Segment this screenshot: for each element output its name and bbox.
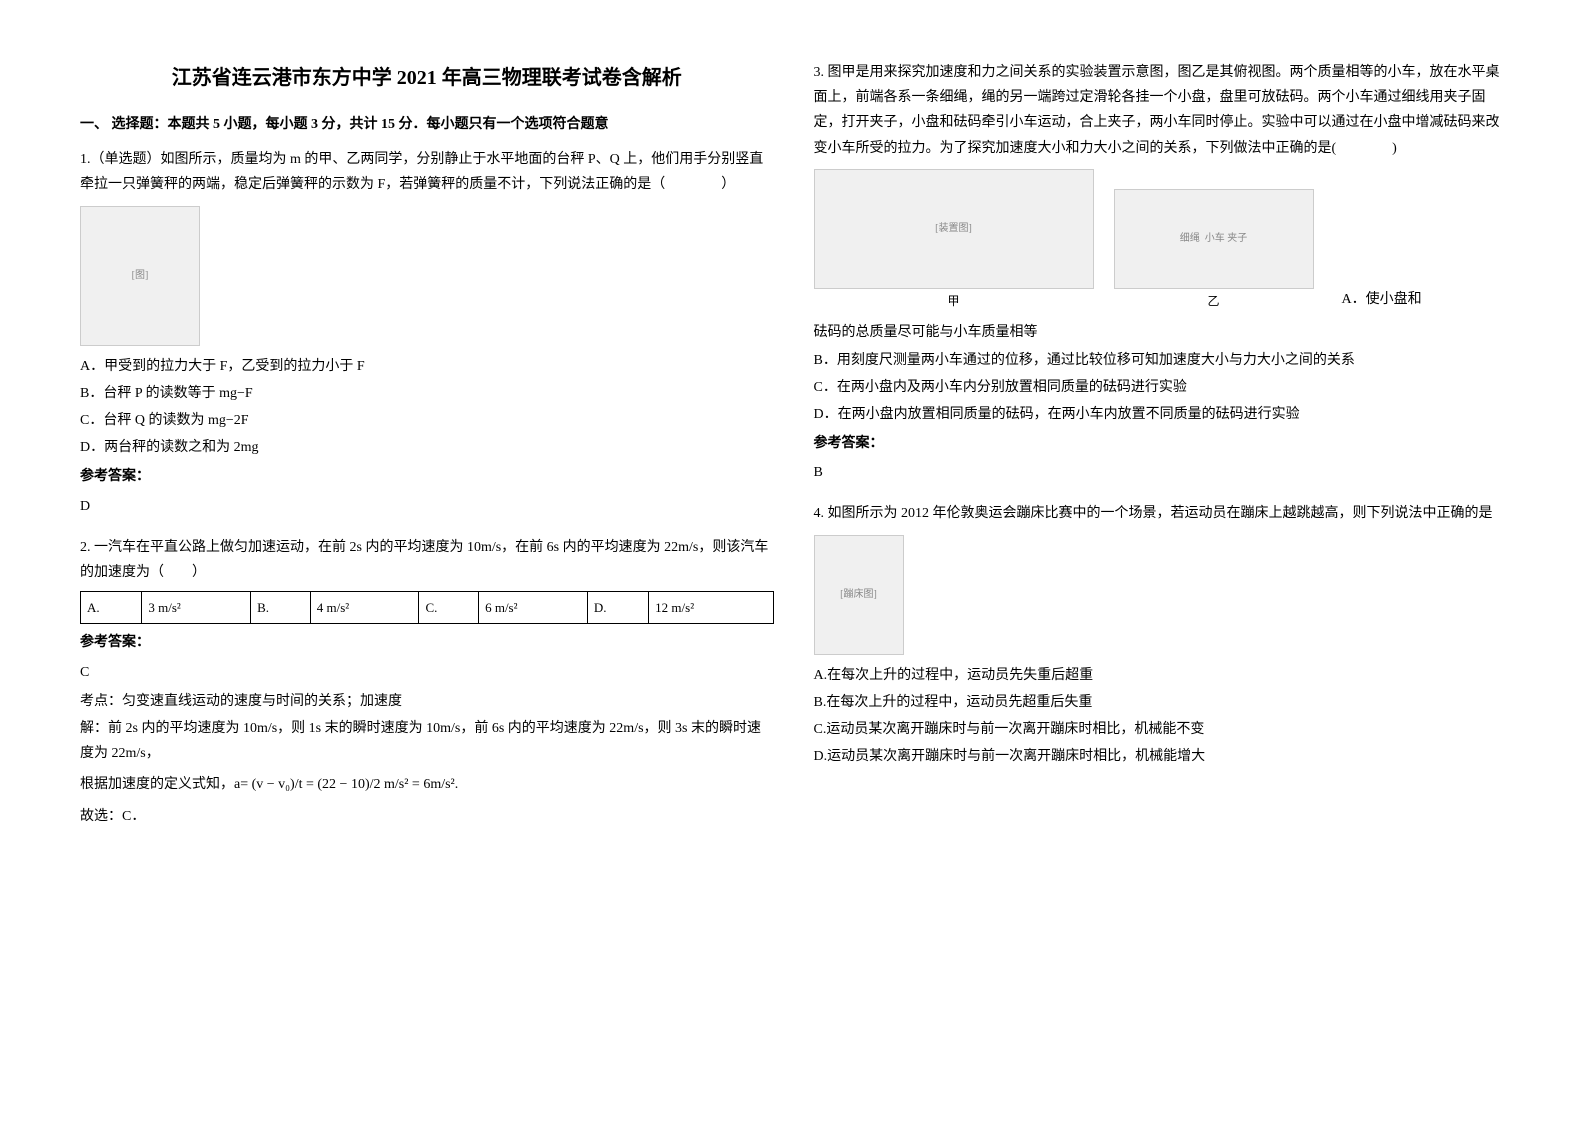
table-row: A. 3 m/s² B. 4 m/s² C. 6 m/s² D. 12 m/s² [81, 592, 774, 624]
left-column: 江苏省连云港市东方中学 2021 年高三物理联考试卷含解析 一、 选择题：本题共… [80, 60, 774, 1062]
q3-fig1-wrap: [装置图] 甲 [814, 169, 1094, 313]
question-1: 1.（单选题）如图所示，质量均为 m 的甲、乙两同学，分别静止于水平地面的台秤 … [80, 147, 774, 523]
q4-option-d: D.运动员某次离开蹦床时与前一次离开蹦床时相比，机械能增大 [814, 744, 1508, 769]
q3-fig-text1: 细绳 [1180, 230, 1200, 248]
q2-formula-prefix: 根据加速度的定义式知，a= [80, 777, 248, 792]
q4-figure: [蹦床图] [814, 535, 904, 655]
right-column: 3. 图甲是用来探究加速度和力之间关系的实验装置示意图，图乙是其俯视图。两个质量… [814, 60, 1508, 1062]
q4-text: 4. 如图所示为 2012 年伦敦奥运会蹦床比赛中的一个场景，若运动员在蹦床上越… [814, 501, 1508, 526]
q2-formula: (v − v₀)/t = (22 − 10)/2 m/s² = 6m/s² [252, 777, 455, 792]
q3-option-a-part1: A．使小盘和 [1342, 287, 1422, 312]
table-cell: 12 m/s² [649, 592, 773, 624]
q4-option-b: B.在每次上升的过程中，运动员先超重后失重 [814, 690, 1508, 715]
table-cell: A. [81, 592, 142, 624]
q2-analysis-3: 故选：C． [80, 804, 774, 829]
q2-formula-line: 根据加速度的定义式知，a= (v − v₀)/t = (22 − 10)/2 m… [80, 772, 774, 797]
q1-figure: [图] [80, 206, 200, 346]
q2-text: 2. 一汽车在平直公路上做匀加速运动，在前 2s 内的平均速度为 10m/s，在… [80, 535, 774, 585]
table-cell: 6 m/s² [479, 592, 588, 624]
q3-fig-label-1: 甲 [814, 291, 1094, 313]
table-cell: D. [587, 592, 648, 624]
question-2: 2. 一汽车在平直公路上做匀加速运动，在前 2s 内的平均速度为 10m/s，在… [80, 535, 774, 831]
section-header: 一、 选择题：本题共 5 小题，每小题 3 分，共计 15 分．每小题只有一个选… [80, 112, 774, 137]
q3-option-d: D．在两小盘内放置相同质量的砝码，在两小车内放置不同质量的砝码进行实验 [814, 402, 1508, 427]
q3-option-b: B．用刻度尺测量两小车通过的位移，通过比较位移可知加速度大小与力大小之间的关系 [814, 348, 1508, 373]
q3-answer-label: 参考答案： [814, 431, 1508, 456]
q3-fig-label-2: 乙 [1114, 291, 1314, 313]
q2-analysis-label: 考点：匀变速直线运动的速度与时间的关系；加速度 [80, 689, 774, 714]
q1-answer-label: 参考答案： [80, 464, 774, 489]
table-cell: B. [251, 592, 311, 624]
table-cell: 3 m/s² [142, 592, 251, 624]
table-cell: C. [419, 592, 479, 624]
q2-answer: C [80, 660, 774, 685]
table-cell: 4 m/s² [310, 592, 419, 624]
q2-options-table: A. 3 m/s² B. 4 m/s² C. 6 m/s² D. 12 m/s² [80, 591, 774, 624]
q3-fig-text2: 小车 夹子 [1205, 230, 1248, 248]
q1-option-a: A．甲受到的拉力大于 F，乙受到的拉力小于 F [80, 354, 774, 379]
question-4: 4. 如图所示为 2012 年伦敦奥运会蹦床比赛中的一个场景，若运动员在蹦床上越… [814, 501, 1508, 771]
q2-answer-label: 参考答案： [80, 630, 774, 655]
q3-figure-1: [装置图] [814, 169, 1094, 289]
q4-option-c: C.运动员某次离开蹦床时与前一次离开蹦床时相比，机械能不变 [814, 717, 1508, 742]
q1-option-d: D．两台秤的读数之和为 2mg [80, 435, 774, 460]
q3-option-c: C．在两小盘内及两小车内分别放置相同质量的砝码进行实验 [814, 375, 1508, 400]
q2-analysis-1: 解：前 2s 内的平均速度为 10m/s，则 1s 末的瞬时速度为 10m/s，… [80, 716, 774, 766]
q3-figure-2: 细绳 小车 夹子 [1114, 189, 1314, 289]
q3-fig2-wrap: 细绳 小车 夹子 乙 [1114, 189, 1314, 313]
q1-option-c: C．台秤 Q 的读数为 mg−2F [80, 408, 774, 433]
question-3: 3. 图甲是用来探究加速度和力之间关系的实验装置示意图，图乙是其俯视图。两个质量… [814, 60, 1508, 489]
q3-option-a-part2: 砝码的总质量尽可能与小车质量相等 [814, 320, 1508, 345]
q1-text: 1.（单选题）如图所示，质量均为 m 的甲、乙两同学，分别静止于水平地面的台秤 … [80, 147, 774, 197]
q1-option-b: B．台秤 P 的读数等于 mg−F [80, 381, 774, 406]
q3-text: 3. 图甲是用来探究加速度和力之间关系的实验装置示意图，图乙是其俯视图。两个质量… [814, 60, 1508, 161]
document-title: 江苏省连云港市东方中学 2021 年高三物理联考试卷含解析 [80, 60, 774, 96]
q3-answer: B [814, 460, 1508, 485]
q4-option-a: A.在每次上升的过程中，运动员先失重后超重 [814, 663, 1508, 688]
q1-answer: D [80, 494, 774, 519]
q3-figure-row: [装置图] 甲 细绳 小车 夹子 乙 A．使小盘和 [814, 169, 1508, 313]
